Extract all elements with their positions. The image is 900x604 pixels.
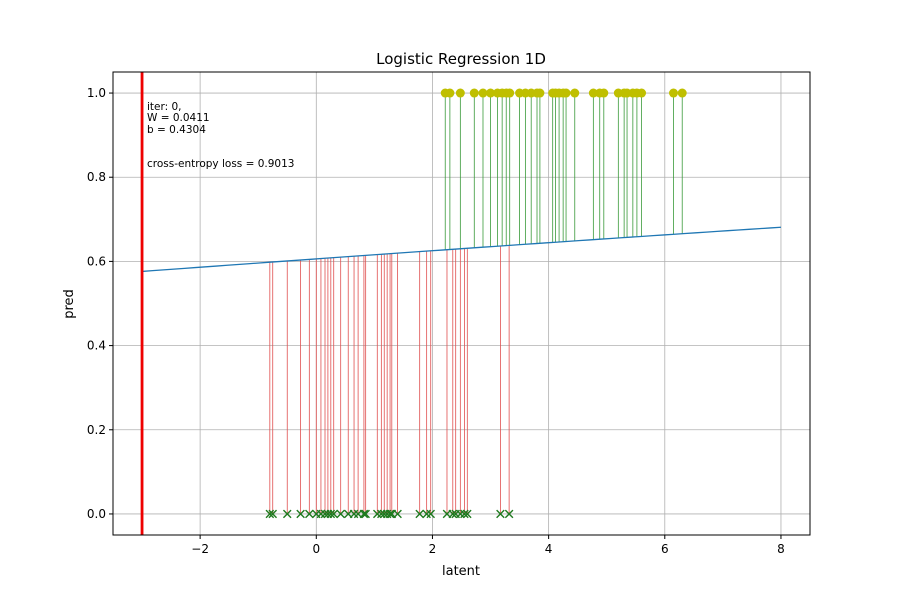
class1-point-marker xyxy=(505,88,515,98)
class0-point-marker xyxy=(305,509,314,519)
class0-point-marker xyxy=(326,509,336,519)
class1-point-marker xyxy=(570,88,580,98)
annotation-bias: b = 0.4304 xyxy=(147,124,206,136)
class0-point-marker xyxy=(296,509,305,519)
class0-point-marker xyxy=(359,509,369,519)
class0-point-marker xyxy=(372,509,382,519)
class0-point-marker xyxy=(329,509,339,519)
class1-point-marker xyxy=(535,88,545,98)
class1-point-marker xyxy=(455,88,465,98)
class0-point-marker xyxy=(463,509,472,519)
class0-point-marker xyxy=(268,509,278,519)
class0-point-marker xyxy=(460,509,469,519)
y-tick-label: 0.4 xyxy=(87,339,106,353)
y-tick-label: 0.8 xyxy=(87,170,106,184)
class1-point-marker xyxy=(677,88,687,98)
class0-point-marker xyxy=(349,509,359,519)
y-tick-label: 0.0 xyxy=(87,507,106,521)
y-tick-label: 1.0 xyxy=(87,86,106,100)
class0-point-marker xyxy=(361,509,370,519)
x-axis-label: latent xyxy=(442,564,480,579)
class0-point-marker xyxy=(393,509,402,519)
class1-point-marker xyxy=(588,88,598,98)
class0-point-marker xyxy=(282,509,292,519)
x-tick-label: 4 xyxy=(545,542,553,556)
class1-point-marker xyxy=(478,88,488,98)
annotation-loss: cross-entropy loss = 0.9013 xyxy=(147,158,294,170)
class0-point-marker xyxy=(316,509,326,519)
annotation-weight: W = 0.0411 xyxy=(147,112,210,124)
class1-point-marker xyxy=(469,88,479,98)
x-tick-label: 0 xyxy=(312,542,320,556)
class1-point-marker xyxy=(599,88,609,98)
class0-point-marker xyxy=(504,509,514,519)
class0-point-marker xyxy=(265,509,275,519)
class0-point-marker xyxy=(456,509,465,519)
y-axis-label: pred xyxy=(62,289,77,319)
class1-point-marker xyxy=(561,88,571,98)
x-tick-label: 6 xyxy=(661,542,669,556)
class1-point-marker xyxy=(445,88,455,98)
class0-point-marker xyxy=(422,509,431,519)
class0-point-marker xyxy=(336,509,345,519)
x-tick-label: −2 xyxy=(191,542,209,556)
line-layer xyxy=(140,72,782,535)
class1-point-marker xyxy=(486,88,496,98)
plot-frame xyxy=(112,71,811,536)
y-tick-label: 0.6 xyxy=(87,254,106,268)
class0-point-marker xyxy=(448,509,458,519)
class0-point-marker xyxy=(415,509,424,519)
x-tick-label: 2 xyxy=(429,542,437,556)
class0-point-marker xyxy=(496,509,505,519)
x-tick-label: 8 xyxy=(777,542,785,556)
class1-point-marker xyxy=(637,88,647,98)
class0-point-marker xyxy=(385,509,395,519)
class0-point-marker xyxy=(426,509,436,519)
axes-layer: −2 0 2 4 6 8 0.0 0.2 0.4 0.6 0.8 1.0 xyxy=(87,71,811,556)
residual-layer xyxy=(269,93,683,514)
y-tick-label: 0.2 xyxy=(87,423,106,437)
model-prediction-line xyxy=(141,226,782,273)
marker-layer xyxy=(265,88,687,519)
annotation-iter: iter: 0, xyxy=(147,101,182,113)
class1-point-marker xyxy=(669,88,679,98)
chart-title: Logistic Regression 1D xyxy=(376,50,546,68)
